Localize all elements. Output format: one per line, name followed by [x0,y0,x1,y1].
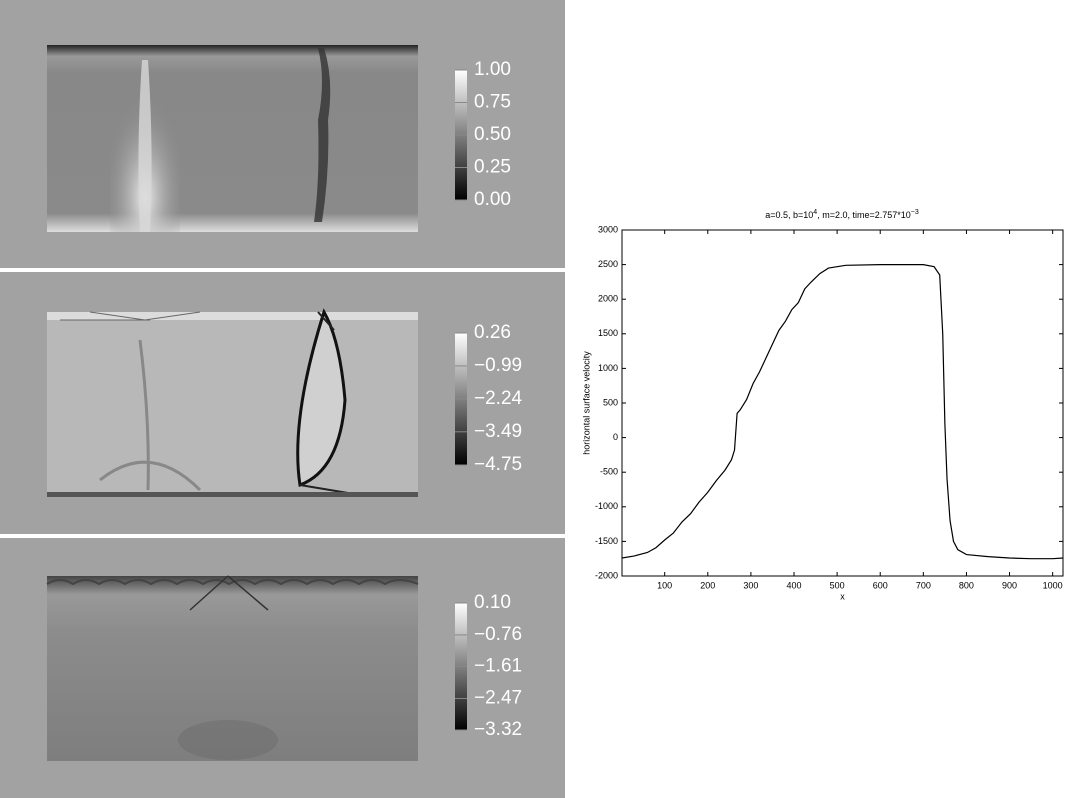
y-tick-label: -500 [600,467,618,477]
field-image [46,575,419,761]
colorbar-tick-label: −3.49 [474,421,522,442]
x-tick-label: 100 [657,580,672,590]
x-tick-label: 1000 [1043,580,1063,590]
title-part: a=0.5, b=10 [765,210,813,220]
colorbar-tick-label: 0.26 [474,322,511,343]
plot-area [621,229,1064,577]
colorbar-tick-label: −2.47 [474,687,522,708]
colorbar-tick-label: 1.00 [474,59,511,80]
chart-title: a=0.5, b=104, m=2.0, time=2.757*10−3 [765,209,919,221]
title-superscript: 4 [813,209,817,216]
x-tick-label: 600 [873,580,888,590]
colorbar-tick-label: −0.99 [474,355,522,376]
colorbar-tick-label: 0.25 [474,157,511,178]
colorbar-tick-label: 0.10 [474,592,511,613]
x-tick-label: 800 [959,580,974,590]
x-tick-label: 300 [743,580,758,590]
x-tick-label: 900 [1002,580,1017,590]
title-part: , m=2.0, time=2.757*10 [817,210,911,220]
colorbar-tick-label: −1.61 [474,656,522,677]
line-series [621,264,1064,560]
x-tick-label: 700 [916,580,931,590]
x-axis-label: x [840,591,845,601]
y-tick-label: 3000 [598,224,618,234]
y-tick-label: 2500 [598,259,618,269]
y-tick-label: 1500 [598,328,618,338]
field-image [47,308,418,497]
colorbar-tick-label: −0.76 [474,624,522,645]
title-superscript: −3 [911,209,919,216]
y-tick-label: -1000 [595,501,618,511]
y-tick-label: 1000 [598,363,618,373]
y-tick-label: 0 [613,432,618,442]
colorbar-tick-label: 0.75 [474,92,511,113]
colorbar-tick-label: 0.50 [474,124,511,145]
y-tick-label: -2000 [595,570,618,580]
colorbar-tick-label: −2.24 [474,388,523,409]
y-axis-label: horizontal surface velocity [581,351,591,455]
x-tick-label: 400 [786,580,801,590]
x-tick-label: 500 [830,580,845,590]
colorbar-tick-label: −3.32 [474,719,522,740]
x-tick-label: 200 [700,580,715,590]
y-tick-label: 500 [603,397,618,407]
colorbar-tick-label: 0.00 [474,189,511,210]
y-tick-label: 2000 [598,294,618,304]
y-tick-label: -1500 [595,536,618,546]
field-image [47,45,418,232]
colorbar-tick-label: −4.75 [474,454,522,475]
